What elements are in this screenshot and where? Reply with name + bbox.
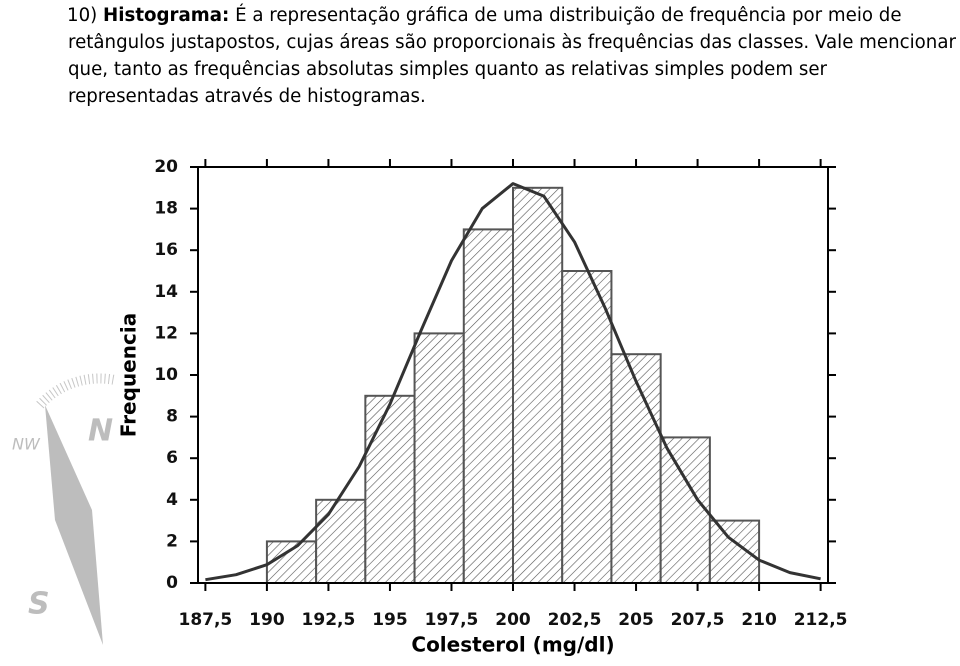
x-axis-label: Colesterol (mg/dl): [411, 633, 614, 657]
y-tick-label: 16: [154, 240, 178, 260]
item-number: 10): [67, 5, 98, 26]
compass-watermark: N NW S: [12, 373, 116, 645]
x-tick-label: 210: [741, 610, 777, 630]
y-tick-label: 4: [166, 490, 178, 510]
definition: É a representação gráfica de uma distrib…: [68, 5, 956, 107]
y-tick-label: 8: [166, 407, 178, 427]
y-tick-label: 2: [166, 531, 178, 551]
y-axis-label: Frequencia: [117, 313, 141, 437]
bar: [413, 332, 465, 584]
y-tick-label: 0: [166, 573, 178, 593]
x-tick-label: 190: [249, 610, 285, 630]
bar: [512, 186, 564, 585]
compass-needle: [45, 405, 103, 645]
x-tick-label: 187,5: [178, 610, 232, 630]
bar: [610, 353, 662, 585]
paragraph: 10) Histograma: É a representação gráfic…: [67, 2, 958, 110]
compass-letter: N: [88, 414, 113, 449]
bar: [561, 270, 613, 584]
compass-letter: NW: [12, 435, 41, 454]
y-tick-label: 18: [154, 199, 178, 219]
fitted-curve: [205, 182, 821, 582]
x-tick-label: 197,5: [425, 610, 479, 630]
compass-ring: [36, 373, 116, 409]
y-tick-label: 10: [154, 365, 178, 385]
bar: [364, 394, 416, 584]
y-tick-label: 12: [154, 323, 178, 343]
plot-frame: [197, 166, 829, 584]
bar: [265, 540, 318, 585]
x-tick-label: 192,5: [302, 610, 356, 630]
x-tick-label: 207,5: [671, 610, 725, 630]
y-tick-label: 20: [154, 157, 178, 177]
y-tick-label: 14: [154, 282, 178, 302]
bar: [315, 498, 367, 584]
x-tick-label: 195: [372, 610, 408, 630]
x-tick-label: 212,5: [794, 610, 848, 630]
compass-letter: S: [28, 587, 50, 622]
term: Histograma:: [103, 5, 230, 26]
y-tick-label: 6: [166, 448, 178, 468]
x-tick-label: 202,5: [548, 610, 602, 630]
x-tick-label: 205: [618, 610, 654, 630]
bar: [659, 436, 711, 584]
bar: [708, 519, 761, 584]
x-tick-label: 200: [495, 610, 531, 630]
bar: [462, 228, 514, 584]
